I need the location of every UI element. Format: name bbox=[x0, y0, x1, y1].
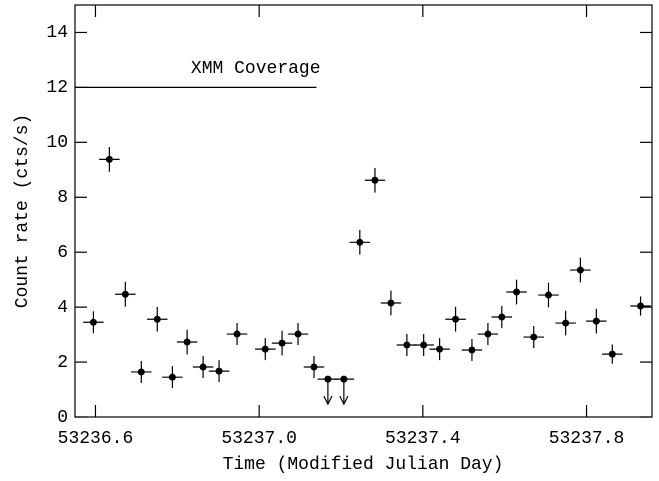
x-tick-label: 53237.0 bbox=[221, 429, 297, 449]
y-axis-title: Count rate (cts/s) bbox=[13, 114, 33, 308]
data-point bbox=[436, 345, 444, 353]
data-point bbox=[637, 302, 645, 310]
data-point bbox=[137, 368, 145, 376]
upper-limit-arrowhead bbox=[323, 395, 333, 406]
data-point bbox=[468, 346, 476, 354]
y-tick-label: 14 bbox=[46, 23, 68, 43]
data-point bbox=[153, 315, 161, 323]
data-point bbox=[420, 341, 428, 349]
data-point bbox=[544, 291, 552, 299]
data-point bbox=[356, 238, 364, 246]
upper-limit-arrowhead bbox=[339, 395, 349, 406]
data-point bbox=[89, 318, 97, 326]
data-point bbox=[324, 375, 332, 383]
x-tick-label: 53237.8 bbox=[549, 429, 625, 449]
data-point bbox=[105, 155, 113, 163]
data-point bbox=[530, 333, 538, 341]
data-point bbox=[261, 345, 269, 353]
data-point bbox=[608, 350, 616, 358]
data-point bbox=[340, 375, 348, 383]
y-tick-label: 8 bbox=[57, 188, 68, 208]
data-point bbox=[387, 299, 395, 307]
y-tick-label: 10 bbox=[46, 133, 68, 153]
data-point bbox=[310, 363, 318, 371]
x-tick-label: 53237.4 bbox=[385, 429, 461, 449]
data-point bbox=[233, 330, 241, 338]
data-point bbox=[592, 317, 600, 325]
data-point bbox=[371, 176, 379, 184]
data-point bbox=[484, 330, 492, 338]
y-tick-label: 4 bbox=[57, 298, 68, 318]
data-point bbox=[562, 319, 570, 327]
x-axis-title: Time (Modified Julian Day) bbox=[223, 455, 504, 475]
data-point bbox=[168, 373, 176, 381]
data-point bbox=[183, 338, 191, 346]
data-point bbox=[199, 363, 207, 371]
y-tick-label: 2 bbox=[57, 353, 68, 373]
data-point bbox=[513, 288, 521, 296]
data-point bbox=[576, 266, 584, 274]
x-tick-label: 53236.6 bbox=[58, 429, 134, 449]
data-point bbox=[498, 313, 506, 321]
annotation: XMM Coverage bbox=[191, 59, 321, 79]
data-point bbox=[403, 341, 411, 349]
data-point bbox=[215, 367, 223, 375]
data-point bbox=[452, 315, 460, 323]
y-tick-label: 0 bbox=[57, 408, 68, 428]
y-tick-label: 12 bbox=[46, 78, 68, 98]
plot-frame bbox=[74, 4, 653, 418]
data-point bbox=[121, 290, 129, 298]
data-point bbox=[294, 330, 302, 338]
y-tick-label: 6 bbox=[57, 243, 68, 263]
data-point bbox=[278, 339, 286, 347]
